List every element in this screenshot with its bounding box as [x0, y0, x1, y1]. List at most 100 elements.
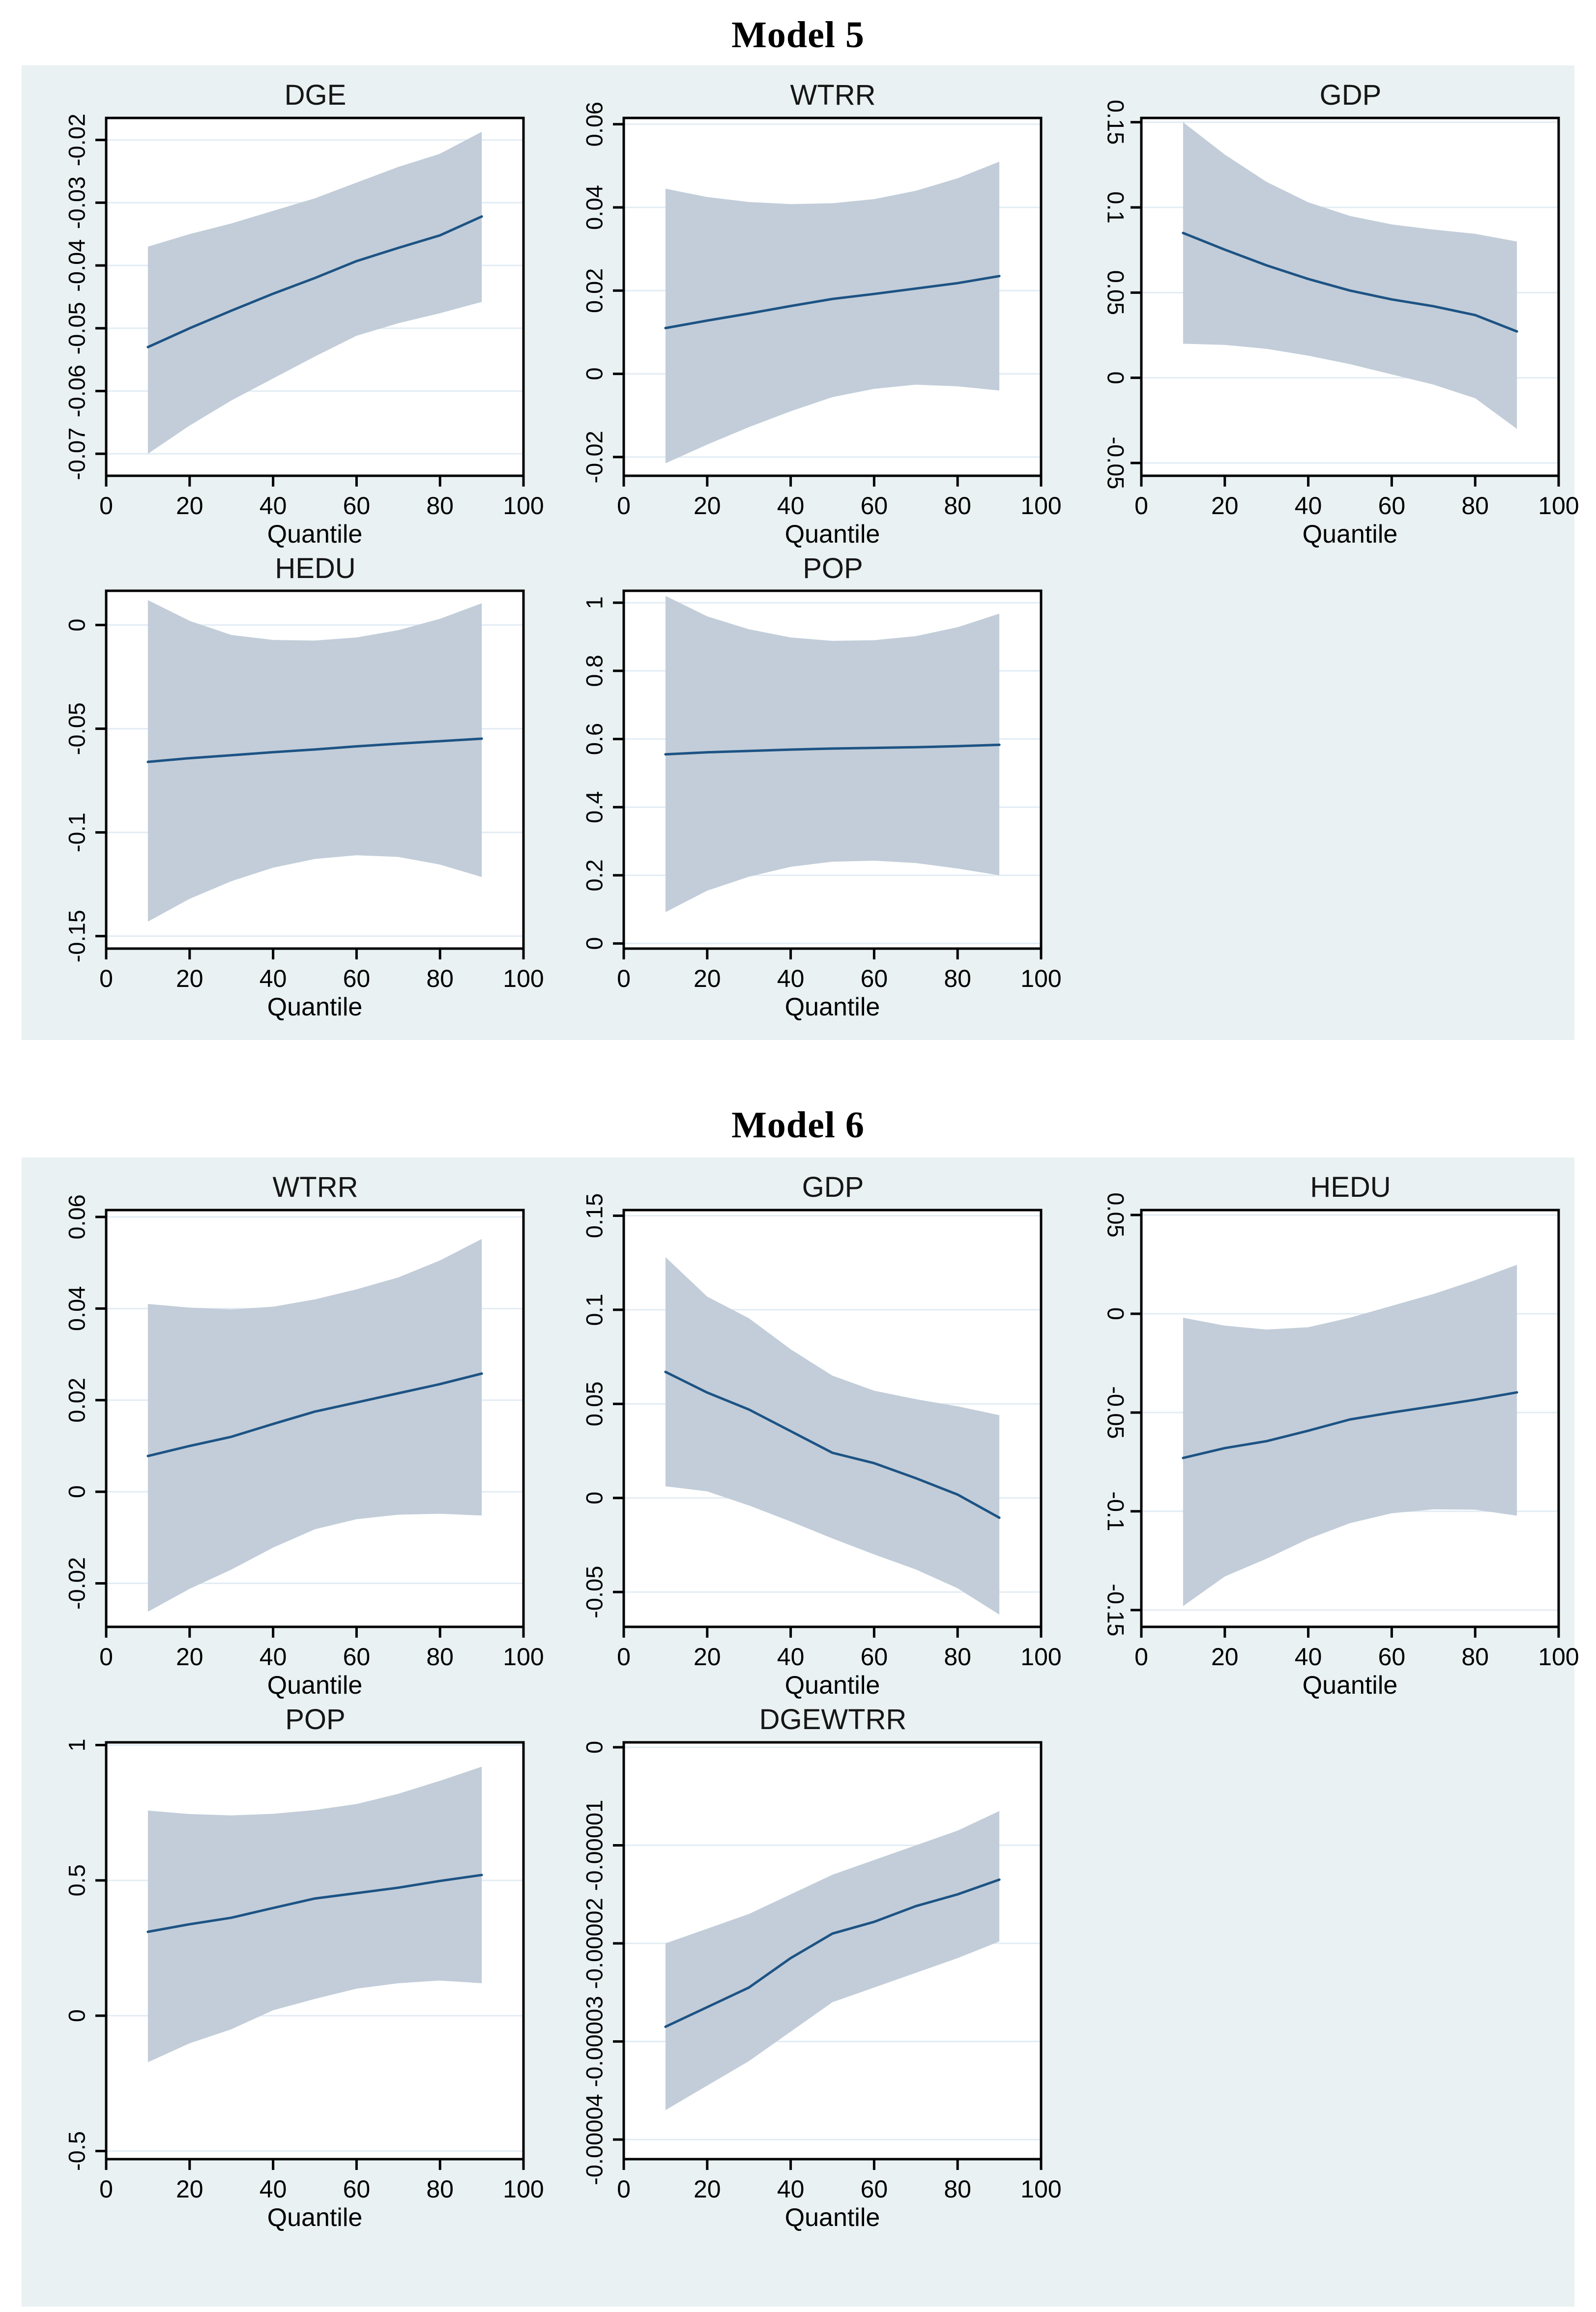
svg-text:-0.00001: -0.00001 — [581, 1799, 607, 1891]
subplot-title: DGE — [284, 79, 347, 111]
svg-text:-0.04: -0.04 — [63, 239, 89, 291]
svg-text:0.06: 0.06 — [581, 102, 607, 146]
svg-text:0: 0 — [99, 1643, 113, 1671]
svg-text:0.4: 0.4 — [581, 791, 607, 823]
svg-text:0: 0 — [581, 1741, 607, 1754]
svg-text:0.15: 0.15 — [581, 1193, 607, 1238]
svg-text:0: 0 — [63, 2009, 89, 2022]
model6-panel: WTRR -0.02 0 0.02 0.04 0.06 0 20 40 60 80 100 Quant… — [22, 1157, 1579, 2307]
svg-text:-0.05: -0.05 — [581, 1566, 607, 1618]
svg-text:40: 40 — [1295, 1643, 1322, 1671]
svg-text:20: 20 — [1211, 492, 1239, 520]
svg-text:0: 0 — [63, 1485, 89, 1498]
svg-text:80: 80 — [426, 2175, 454, 2203]
plot-canvas-wtrr-m6: -0.02 0 0.02 0.04 0.06 0 20 40 60 80 100 Quantile — [63, 1194, 544, 1700]
svg-text:20: 20 — [694, 1643, 721, 1671]
svg-text:0.1: 0.1 — [1103, 191, 1129, 223]
svg-text:0: 0 — [581, 367, 607, 380]
svg-text:60: 60 — [861, 492, 888, 520]
svg-text:60: 60 — [861, 1643, 888, 1671]
svg-text:Quantile: Quantile — [267, 2203, 363, 2232]
svg-text:40: 40 — [260, 965, 287, 992]
svg-text:20: 20 — [694, 2175, 721, 2203]
svg-text:0.6: 0.6 — [581, 723, 607, 755]
svg-text:0: 0 — [617, 492, 631, 520]
svg-text:20: 20 — [176, 2175, 203, 2203]
svg-text:0.02: 0.02 — [581, 268, 607, 313]
svg-text:-0.15: -0.15 — [1103, 1584, 1129, 1636]
model5-title: Model 5 — [731, 14, 865, 56]
svg-text:80: 80 — [426, 1643, 454, 1671]
svg-text:-0.06: -0.06 — [63, 365, 89, 417]
svg-text:0: 0 — [1103, 1307, 1129, 1320]
svg-text:100: 100 — [503, 492, 544, 520]
plot-canvas-hedu-m5: -0.15 -0.1 -0.05 0 0 20 40 60 80 100 Quantile — [63, 589, 544, 1021]
svg-text:-0.05: -0.05 — [1103, 436, 1129, 489]
svg-text:-0.5: -0.5 — [63, 2131, 89, 2171]
svg-text:80: 80 — [426, 965, 454, 992]
svg-text:-0.00004: -0.00004 — [581, 2094, 607, 2185]
svg-text:-0.02: -0.02 — [63, 114, 89, 166]
svg-text:Quantile: Quantile — [267, 993, 363, 1021]
svg-text:0: 0 — [1134, 492, 1148, 520]
subplot-model5-hedu: HEDU -0.15 -0.1 -0.05 0 0 20 40 60 80 100 Quantile — [22, 549, 544, 1023]
svg-text:20: 20 — [176, 1643, 203, 1671]
svg-text:0.04: 0.04 — [63, 1286, 89, 1331]
svg-text:100: 100 — [1020, 1643, 1061, 1671]
svg-text:Quantile: Quantile — [1303, 520, 1398, 549]
svg-text:20: 20 — [694, 492, 721, 520]
svg-text:60: 60 — [861, 2175, 888, 2203]
svg-text:20: 20 — [694, 965, 721, 992]
svg-text:80: 80 — [944, 1643, 971, 1671]
svg-text:60: 60 — [1378, 492, 1406, 520]
svg-text:0: 0 — [99, 2175, 113, 2203]
subplot-title: GDP — [802, 1171, 864, 1204]
svg-text:40: 40 — [260, 2175, 287, 2203]
plot-canvas-pop-m5: 0 0.2 0.4 0.6 0.8 1 0 20 40 60 80 100 Quantile — [581, 589, 1062, 1021]
subplot-title: DGEWTRR — [759, 1704, 907, 1736]
svg-text:0: 0 — [63, 619, 89, 632]
svg-text:100: 100 — [503, 1643, 544, 1671]
svg-text:0.2: 0.2 — [581, 860, 607, 892]
svg-text:0.1: 0.1 — [581, 1294, 607, 1326]
svg-text:40: 40 — [777, 492, 805, 520]
subplot-model6-gdp: GDP -0.05 0 0.05 0.1 0.15 0 20 40 60 80 100 Quantil… — [539, 1168, 1061, 1701]
svg-text:0.05: 0.05 — [1103, 270, 1129, 315]
svg-text:60: 60 — [343, 965, 371, 992]
plot-canvas-pop-m6: -0.5 0 0.5 1 0 20 40 60 80 100 Quantile — [63, 1738, 544, 2232]
svg-text:-0.05: -0.05 — [63, 302, 89, 354]
svg-text:100: 100 — [1020, 2175, 1061, 2203]
subplot-title: HEDU — [1310, 1171, 1391, 1204]
svg-text:-0.05: -0.05 — [63, 702, 89, 755]
plot-canvas-hedu-m6: -0.15 -0.1 -0.05 0 0.05 0 20 40 60 80 100 Quantile — [1103, 1192, 1579, 1700]
svg-text:1: 1 — [63, 1738, 89, 1751]
svg-text:-0.02: -0.02 — [581, 431, 607, 483]
subplot-model6-wtrr: WTRR -0.02 0 0.02 0.04 0.06 0 20 40 60 80 100 Quant… — [22, 1168, 544, 1701]
svg-text:0: 0 — [1134, 1643, 1148, 1671]
svg-text:60: 60 — [861, 965, 888, 992]
svg-text:60: 60 — [343, 492, 371, 520]
svg-text:Quantile: Quantile — [785, 993, 880, 1021]
subplot-title: HEDU — [275, 552, 356, 584]
svg-text:60: 60 — [343, 2175, 371, 2203]
svg-text:0: 0 — [617, 1643, 631, 1671]
svg-text:Quantile: Quantile — [785, 520, 880, 549]
svg-text:0.06: 0.06 — [63, 1194, 89, 1239]
subplot-model6-hedu: HEDU -0.15 -0.1 -0.05 0 0.05 0 20 40 60 80 100 Quan… — [1057, 1168, 1579, 1701]
model5-panel: DGE -0.07 -0.06 -0.05 -0.04 -0.03 -0.02 0 20 40 6… — [22, 65, 1579, 1040]
svg-text:100: 100 — [1020, 965, 1061, 992]
svg-text:-0.00003: -0.00003 — [581, 1996, 607, 2087]
svg-text:0: 0 — [99, 492, 113, 520]
svg-text:0.8: 0.8 — [581, 655, 607, 687]
svg-text:0.05: 0.05 — [581, 1382, 607, 1426]
plot-canvas-wtrr-m5: -0.02 0 0.02 0.04 0.06 0 20 40 60 80 100 Quantile — [581, 102, 1061, 549]
svg-text:0: 0 — [617, 965, 631, 992]
svg-text:80: 80 — [944, 2175, 971, 2203]
svg-text:40: 40 — [777, 1643, 805, 1671]
svg-text:Quantile: Quantile — [785, 1671, 880, 1700]
svg-text:100: 100 — [503, 965, 544, 992]
svg-text:0.15: 0.15 — [1103, 100, 1129, 144]
svg-text:100: 100 — [1538, 492, 1579, 520]
svg-text:20: 20 — [176, 492, 203, 520]
